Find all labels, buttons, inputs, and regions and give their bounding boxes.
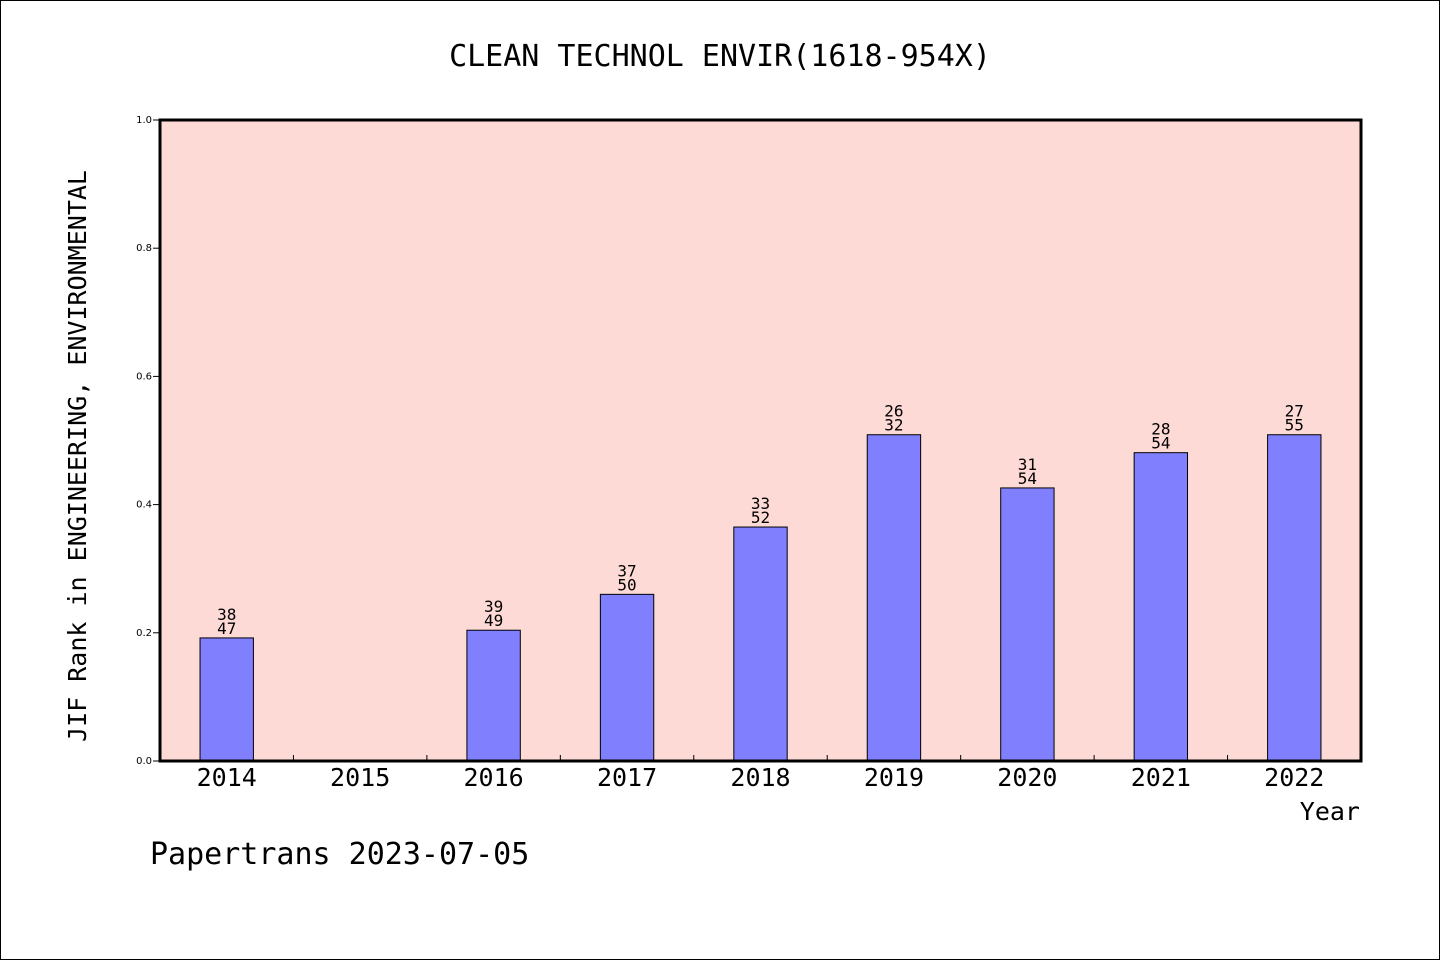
x-tick-label: 2018 [730, 763, 790, 792]
x-tick-label: 2014 [197, 763, 257, 792]
bar [599, 593, 655, 762]
bar-label-total: 50 [617, 575, 636, 594]
x-tick-label: 2019 [864, 763, 924, 792]
footer-credit: Papertrans 2023-07-05 [150, 837, 529, 872]
bar-label-rank: 38 [217, 605, 236, 624]
bar-label-total: 47 [217, 619, 236, 638]
x-tick-label: 2022 [1264, 763, 1324, 792]
bar-label-rank: 39 [484, 597, 503, 616]
bar [733, 526, 788, 762]
bar-label-rank: 26 [884, 402, 903, 421]
bar [866, 434, 922, 762]
bar [1133, 452, 1189, 762]
bar-label-total: 55 [1285, 416, 1304, 435]
x-tick-label: 2015 [330, 763, 390, 792]
bar-label-rank: 27 [1285, 402, 1304, 421]
bar [1000, 487, 1055, 762]
y-tick-label: 0.4 [136, 500, 152, 511]
y-tick-label: 0.0 [136, 756, 152, 767]
x-tick-label: 2017 [597, 763, 657, 792]
bar-label-total: 52 [751, 508, 770, 527]
bar-label-rank: 28 [1151, 420, 1170, 439]
x-tick-label: 2021 [1131, 763, 1191, 792]
bar-label-total: 32 [884, 416, 903, 435]
bar-series [199, 434, 1322, 762]
y-tick-label: 1.0 [136, 115, 152, 126]
bar-label-rank: 37 [617, 561, 636, 580]
bar [466, 629, 521, 762]
y-axis: 0.0 0.2 0.4 0.6 0.8 1.0 [136, 115, 160, 767]
x-tick-label: 2016 [464, 763, 524, 792]
y-axis-label: JIF Rank in ENGINEERING, ENVIRONMENTAL [63, 170, 92, 742]
x-axis: 2014 2015 2016 2017 2018 2019 2020 2021 2022 [197, 755, 1324, 792]
bar-label-total: 49 [484, 611, 503, 630]
bar-label-total: 54 [1018, 469, 1037, 488]
bar [1267, 434, 1322, 762]
plot-border [158, 118, 1363, 763]
x-tick-label: 2020 [997, 763, 1057, 792]
chart-title: CLEAN TECHNOL ENVIR(1618-954X) [449, 39, 991, 74]
x-axis-label: Year [1300, 797, 1360, 826]
bar [199, 637, 254, 762]
bar-label-rank: 31 [1018, 455, 1037, 474]
y-tick-label: 0.6 [136, 371, 152, 382]
bar-label-total: 54 [1151, 434, 1170, 453]
y-tick-label: 0.2 [136, 628, 152, 639]
y-tick-label: 0.8 [136, 243, 152, 254]
bar-label-rank: 33 [751, 494, 770, 513]
